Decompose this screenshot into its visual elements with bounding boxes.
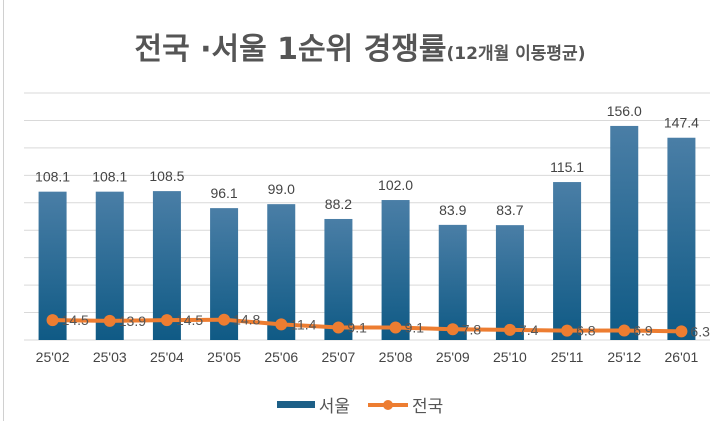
x-tick-label: 25'11 (551, 349, 584, 365)
x-tick-label: 25'02 (36, 349, 70, 365)
bar-label-seoul: 108.1 (35, 169, 70, 185)
bar-label-seoul: 99.0 (268, 181, 295, 197)
point-label-national: 14.5 (176, 312, 203, 328)
point-national (160, 314, 173, 327)
x-tick-label: 25'08 (379, 349, 413, 365)
bar-label-seoul: 88.2 (325, 196, 352, 212)
point-national (332, 321, 345, 334)
bar-seoul (381, 200, 410, 340)
bar-label-seoul: 102.0 (378, 177, 413, 193)
chart-title: 전국 ·서울 1순위 경쟁률(12개월 이동평균) (0, 24, 720, 68)
bar-label-seoul: 156.0 (607, 103, 642, 119)
x-tick-label: 25'09 (436, 349, 470, 365)
point-label-national: 14.5 (62, 312, 89, 328)
bar-seoul (667, 137, 696, 340)
point-national (46, 314, 59, 327)
point-label-national: 14.8 (233, 312, 260, 328)
x-tick-label: 25'03 (93, 349, 127, 365)
point-national (618, 324, 631, 337)
bar-seoul (495, 225, 524, 340)
bar-label-seoul: 108.5 (149, 168, 184, 184)
legend-label-seoul: 서울 (318, 397, 350, 417)
x-tick-label: 25'06 (264, 349, 298, 365)
point-label-national: 9.1 (347, 320, 367, 336)
point-label-national: 7.4 (519, 322, 539, 338)
bar-label-seoul: 147.4 (664, 115, 699, 131)
legend: 서울 전국 (0, 392, 720, 417)
point-national (503, 323, 516, 336)
point-national (218, 313, 231, 326)
point-label-national: 9.1 (405, 320, 425, 336)
point-national (103, 314, 116, 327)
point-national (561, 324, 574, 337)
bar-label-seoul: 108.1 (92, 169, 127, 185)
x-tick-label: 25'05 (207, 349, 241, 365)
point-label-national: 6.9 (633, 323, 653, 339)
point-national (275, 318, 288, 331)
point-national (675, 325, 688, 338)
point-national (389, 321, 402, 334)
x-tick-label: 26'01 (665, 349, 699, 365)
point-label-national: 13.9 (119, 313, 146, 329)
bar-seoul (553, 182, 582, 340)
point-label-national: 11.4 (290, 316, 316, 332)
legend-line-swatch (368, 399, 408, 410)
chart-title-sub: (12개월 이동평균) (446, 44, 586, 64)
x-tick-label: 25'04 (150, 349, 184, 365)
point-label-national: 7.8 (462, 321, 482, 337)
bar-label-seoul: 83.7 (496, 202, 523, 218)
point-label-national: 6.3 (690, 323, 710, 339)
chart-title-main: 전국 ·서울 1순위 경쟁률 (134, 32, 447, 67)
bar-seoul (324, 218, 353, 340)
line-national (52, 317, 682, 334)
x-tick-label: 25'10 (493, 349, 527, 365)
bar-label-seoul: 83.9 (439, 202, 466, 218)
point-label-national: 6.8 (576, 323, 596, 339)
legend-item-national[interactable]: 전국 (368, 392, 443, 417)
bar-label-seoul: 96.1 (210, 185, 237, 201)
point-national (446, 323, 459, 336)
x-tick-label: 25'07 (322, 349, 356, 365)
bar-seoul (610, 125, 639, 340)
legend-item-seoul[interactable]: 서울 (276, 392, 350, 417)
frame-border (3, 0, 4, 421)
x-tick-label: 25'12 (607, 349, 641, 365)
bar-label-seoul: 115.1 (550, 159, 584, 175)
legend-label-national: 전국 (412, 397, 444, 417)
legend-bar-swatch (276, 401, 315, 408)
bar-seoul (438, 224, 467, 340)
bar-seoul (267, 204, 296, 340)
